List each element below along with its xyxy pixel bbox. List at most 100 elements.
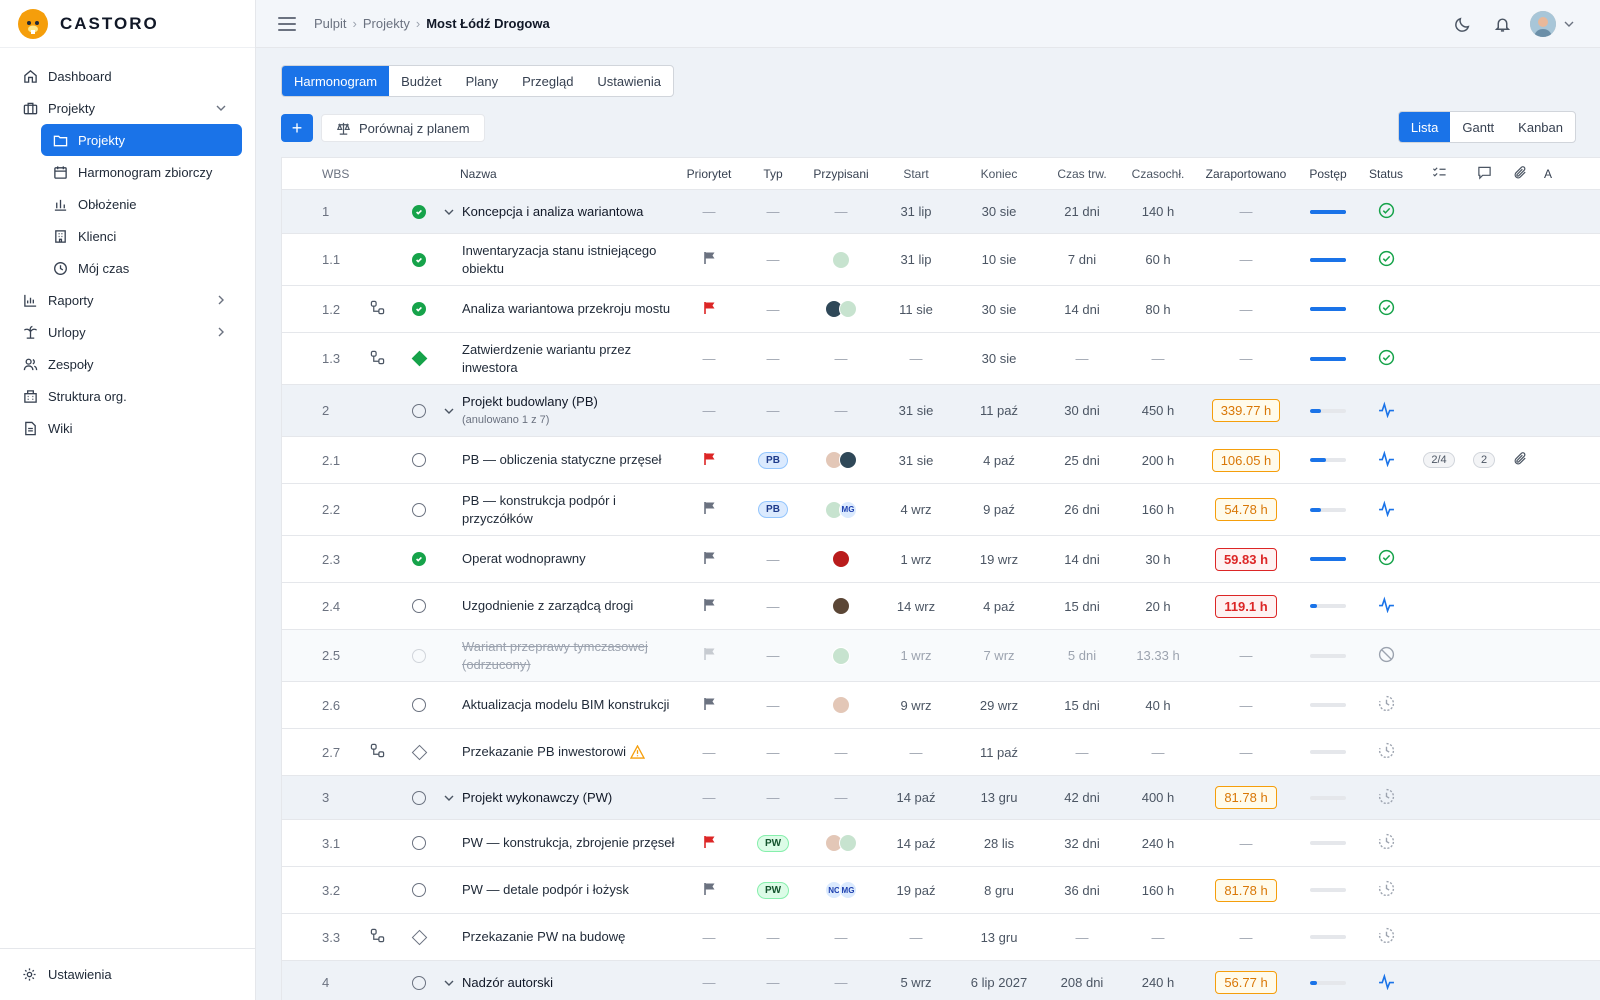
moon-icon[interactable] xyxy=(1448,10,1476,38)
assignee-avatar[interactable] xyxy=(839,834,857,852)
status-pending-icon[interactable] xyxy=(1378,695,1395,715)
col-reported[interactable]: Zaraportowano xyxy=(1205,166,1287,181)
task-name[interactable]: Projekt budowlany (PB) xyxy=(462,393,598,409)
table-row[interactable]: 3.3 Przekazanie PW na budowę — — — — 13 gru — — — xyxy=(282,914,1600,961)
col-extra[interactable]: A xyxy=(1543,166,1552,181)
task-name-cell[interactable]: Operat wodnoprawny xyxy=(436,550,676,568)
status-in-progress-icon[interactable] xyxy=(1378,972,1395,993)
status-in-progress-icon[interactable] xyxy=(1378,400,1395,421)
chevron-down-icon[interactable] xyxy=(444,793,456,803)
brand[interactable]: CASTORO xyxy=(0,0,255,48)
completed-check-icon[interactable] xyxy=(412,252,426,267)
task-name-cell[interactable]: Zatwierdzenie wariantu przez inwestora xyxy=(436,341,676,377)
status-done-icon[interactable] xyxy=(1378,349,1395,369)
reported-hours-badge[interactable]: 56.77 h xyxy=(1215,971,1277,994)
dependency-cell[interactable] xyxy=(352,350,402,368)
col-duration[interactable]: Czas trw. xyxy=(1057,166,1107,181)
assignee-avatar[interactable] xyxy=(839,451,857,469)
reported-hours-badge[interactable]: 81.78 h xyxy=(1215,878,1277,902)
priority-normal-flag-icon[interactable] xyxy=(703,251,716,268)
sidebar-item-teams[interactable]: Zespoły xyxy=(0,348,255,380)
task-name[interactable]: Inwentaryzacja stanu istniejącego obiekt… xyxy=(462,242,657,276)
status-in-progress-icon[interactable] xyxy=(1378,499,1395,520)
milestone-diamond-icon[interactable] xyxy=(411,929,427,945)
task-name[interactable]: Koncepcja i analiza wariantowa xyxy=(462,203,644,219)
task-name[interactable]: Analiza wariantowa przekroju mostu xyxy=(462,301,671,316)
status-pending-icon[interactable] xyxy=(1378,742,1395,762)
tab-budget[interactable]: Budżet xyxy=(401,73,442,89)
status-pending-icon[interactable] xyxy=(1378,927,1395,947)
col-priority[interactable]: Priorytet xyxy=(686,166,732,181)
view-list[interactable]: Lista xyxy=(1398,112,1451,142)
task-name-cell[interactable]: PW — konstrukcja, zbrojenie przęseł xyxy=(436,834,676,852)
completed-check-icon[interactable] xyxy=(412,302,426,316)
view-gantt[interactable]: Gantt xyxy=(1462,119,1495,135)
col-assignees[interactable]: Przypisani xyxy=(813,166,869,181)
paperclip-icon[interactable] xyxy=(1513,451,1528,469)
task-name[interactable]: Przekazanie PW na budowę xyxy=(462,929,626,944)
status-checkbox[interactable] xyxy=(412,698,426,712)
reported-hours-badge[interactable]: 106.05 h xyxy=(1211,448,1281,472)
menu-toggle-icon[interactable] xyxy=(278,16,296,31)
priority-normal-flag-icon[interactable] xyxy=(703,501,716,518)
status-checkbox[interactable] xyxy=(412,883,426,897)
dependency-cell[interactable] xyxy=(352,743,402,761)
chevron-down-icon[interactable] xyxy=(444,978,456,988)
task-name-cell[interactable]: Koncepcja i analiza wariantowa xyxy=(436,203,676,221)
task-name[interactable]: PW — detale podpór i łożysk xyxy=(462,882,629,897)
task-name[interactable]: Przekazanie PB inwestorowi xyxy=(462,744,627,759)
sidebar-subitem-clients[interactable]: Klienci xyxy=(41,220,242,252)
table-group-row[interactable]: 3 Projekt wykonawczy (PW) — — — 14 paź 13 gru 4… xyxy=(282,776,1600,820)
sidebar-item-wiki[interactable]: Wiki xyxy=(0,412,255,444)
status-checkbox[interactable] xyxy=(412,502,426,517)
breadcrumb-item-projects[interactable]: Projekty xyxy=(362,16,410,31)
table-row[interactable]: 2.2 PB — konstrukcja podpór i przyczółków… xyxy=(282,484,1600,536)
priority-normal-flag-icon[interactable] xyxy=(703,598,716,615)
sidebar-subitem-combined-schedule[interactable]: Harmonogram zbiorczy xyxy=(41,156,242,188)
assignee-avatar[interactable] xyxy=(832,696,850,714)
sidebar-subitem-workload[interactable]: Obłożenie xyxy=(41,188,242,220)
tab-settings[interactable]: Ustawienia xyxy=(597,73,662,89)
col-checklist[interactable] xyxy=(1412,165,1466,183)
table-row[interactable]: 3.2 PW — detale podpór i łożysk PW NC MG 19 p… xyxy=(282,867,1600,914)
assignee-avatar[interactable] xyxy=(839,300,857,318)
sidebar-item-settings[interactable]: Ustawienia xyxy=(0,948,255,1000)
compare-with-plan-button[interactable]: Porównaj z planem xyxy=(321,114,485,142)
chevron-down-icon[interactable] xyxy=(444,207,456,217)
table-group-row[interactable]: 1 Koncepcja i analiza wariantowa — — — 31 lip… xyxy=(282,190,1600,234)
table-row[interactable]: 1.2 Analiza wariantowa przekroju mostu — 11… xyxy=(282,286,1600,333)
task-name-cell[interactable]: Wariant przeprawy tymczasowej (odrzucony… xyxy=(436,638,676,674)
bell-icon[interactable] xyxy=(1488,10,1516,38)
task-name-cell[interactable]: Aktualizacja modelu BIM konstrukcji xyxy=(436,696,676,714)
chevron-down-icon[interactable] xyxy=(444,406,456,416)
task-name[interactable]: PW — konstrukcja, zbrojenie przęseł xyxy=(462,835,675,850)
status-done-icon[interactable] xyxy=(1378,299,1395,319)
assignee-initials[interactable]: MG xyxy=(839,500,857,519)
status-checkbox[interactable] xyxy=(412,790,426,805)
col-attachments[interactable] xyxy=(1502,165,1538,183)
add-task-button[interactable]: + xyxy=(281,114,313,142)
assignee-avatar[interactable] xyxy=(832,550,850,568)
status-checkbox[interactable] xyxy=(412,599,426,613)
priority-flag-icon[interactable] xyxy=(703,647,716,664)
task-name[interactable]: Operat wodnoprawny xyxy=(462,551,586,566)
task-name[interactable]: Nadzór autorski xyxy=(462,974,554,990)
status-pending-icon[interactable] xyxy=(1378,880,1395,900)
completed-check-icon[interactable] xyxy=(412,552,426,566)
tab-schedule[interactable]: Harmonogram xyxy=(282,66,390,96)
status-done-icon[interactable] xyxy=(1378,549,1395,569)
sidebar-item-leave[interactable]: Urlopy xyxy=(0,316,255,348)
checklist-badge[interactable]: 2/4 xyxy=(1423,452,1455,468)
reported-hours-badge[interactable]: 81.78 h xyxy=(1215,786,1277,809)
status-cancelled-icon[interactable] xyxy=(1378,646,1395,666)
table-group-row[interactable]: 2 Projekt budowlany (PB) (anulowano 1 z 7)… xyxy=(282,385,1600,437)
milestone-done-diamond-icon[interactable] xyxy=(411,350,427,367)
task-name-cell[interactable]: Nadzór autorski xyxy=(436,974,676,992)
col-start[interactable]: Start xyxy=(903,166,929,181)
priority-high-flag-icon[interactable] xyxy=(703,452,716,469)
priority-high-flag-icon[interactable] xyxy=(703,301,716,318)
task-name-cell[interactable]: Projekt budowlany (PB) (anulowano 1 z 7) xyxy=(436,393,676,429)
table-row[interactable]: 3.1 PW — konstrukcja, zbrojenie przęseł PW… xyxy=(282,820,1600,867)
table-row[interactable]: 1.3 Zatwierdzenie wariantu przez inwestor… xyxy=(282,333,1600,385)
col-status[interactable]: Status xyxy=(1368,166,1404,181)
